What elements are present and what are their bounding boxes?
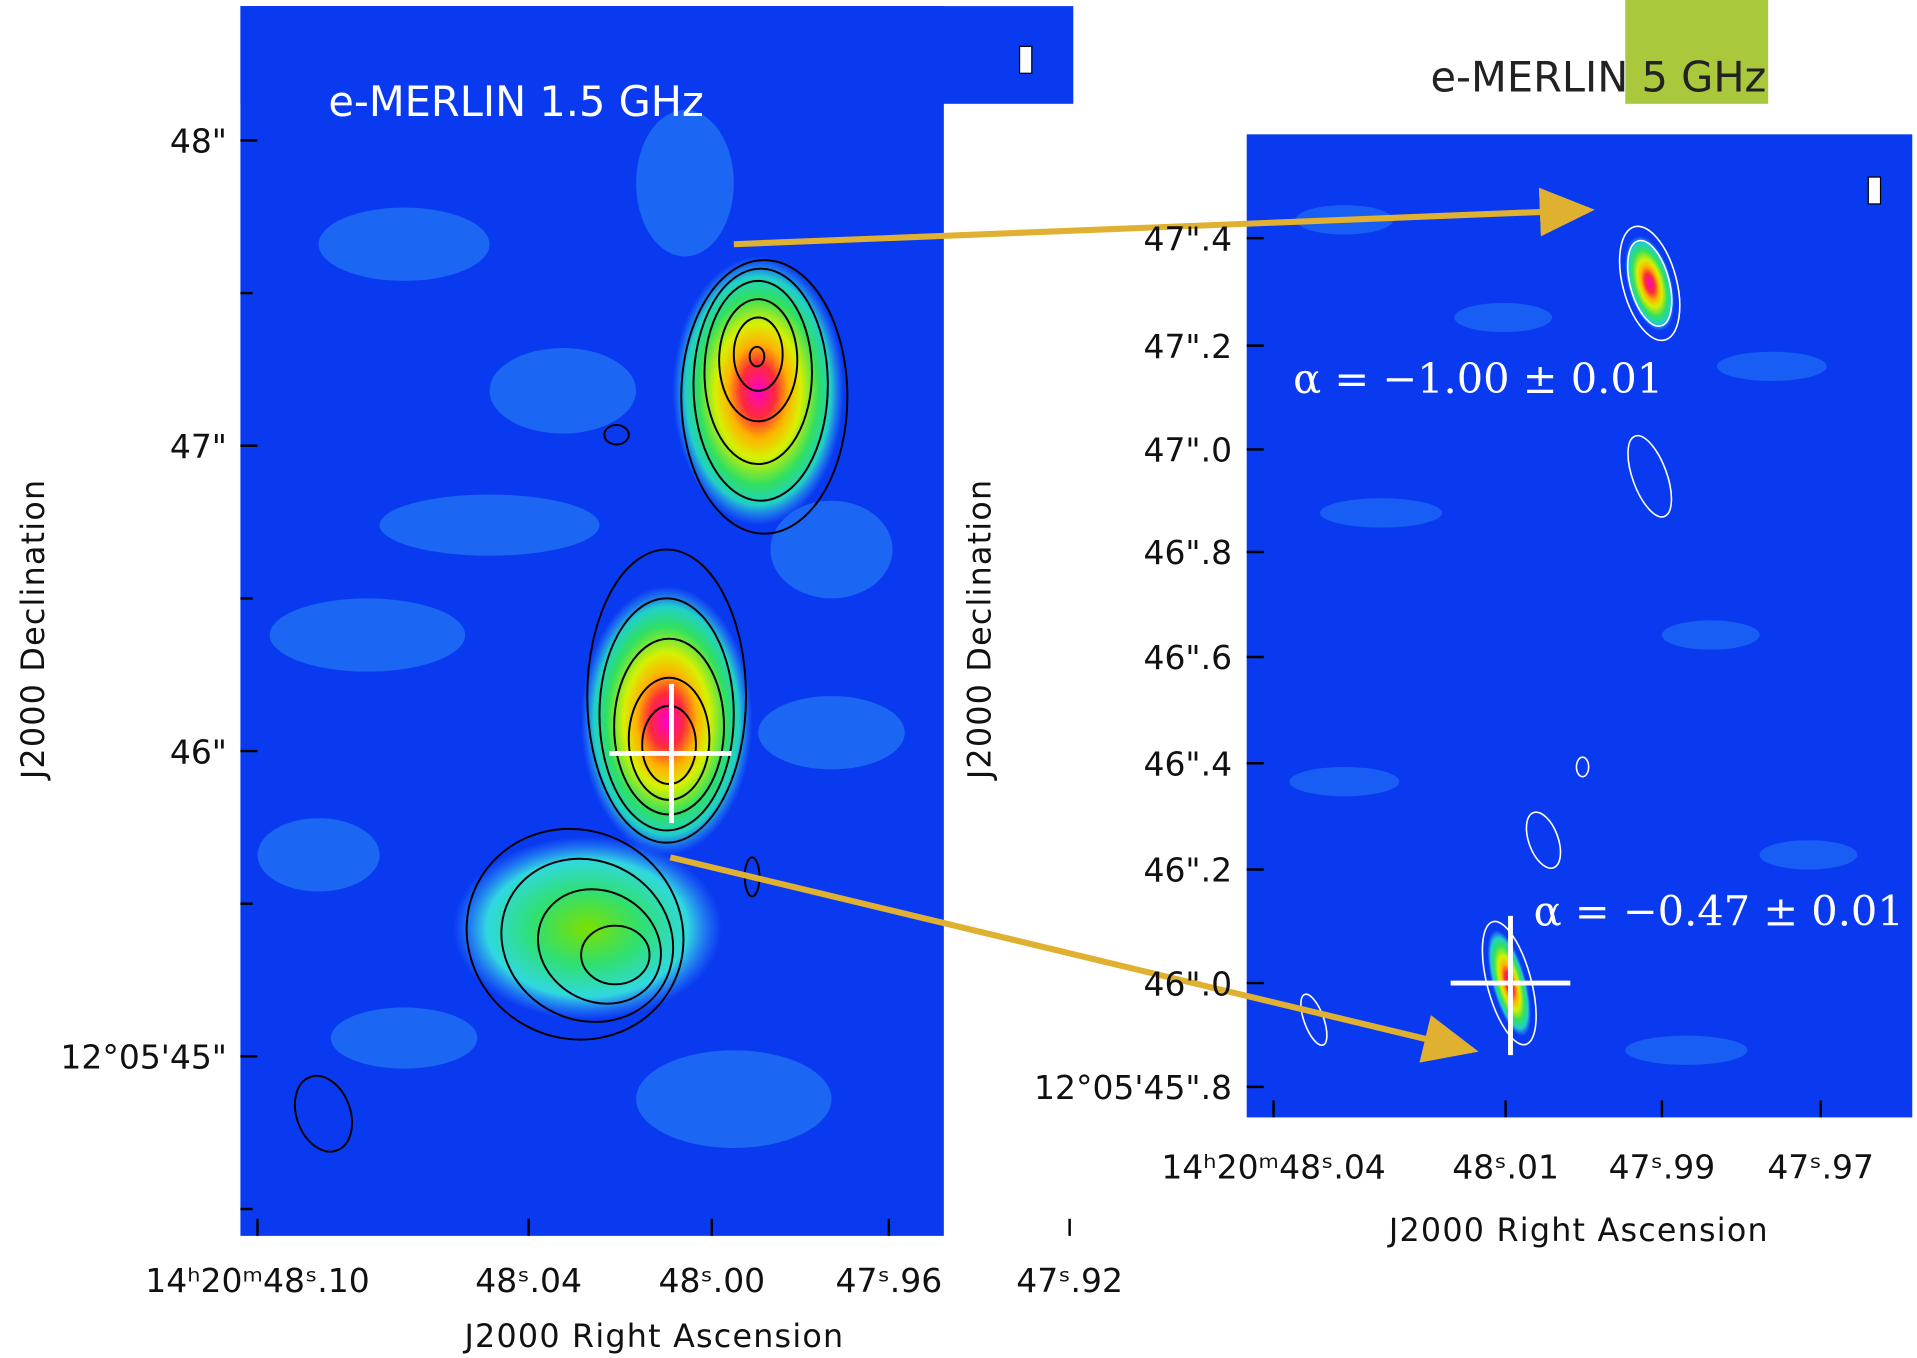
highlight [1625,0,1769,104]
x-tick-label: 47ˢ.96 [836,1261,943,1300]
annotation: α = −0.47 ± 0.01 [1534,887,1904,936]
x-tick-label: 14ʰ20ᵐ48ˢ.04 [1161,1147,1385,1186]
source [452,836,722,1020]
y-tick-label: 12°05'45".8 [1034,1068,1232,1107]
y-axis-label: J2000 Declination [962,479,998,782]
y-axis-label: J2000 Declination [16,479,52,782]
stokes-box [1867,176,1882,205]
y-tick-label: 46".0 [1143,964,1232,1003]
arrows [669,187,1595,1063]
x-axis-label: J2000 Right Ascension [1387,1213,1769,1249]
image-bg [1246,134,1913,1118]
x-tick-label: 48ˢ.01 [1452,1147,1559,1186]
y-tick-label: 47".4 [1143,219,1232,258]
x-tick-label: 14ʰ20ᵐ48ˢ.10 [145,1261,369,1300]
y-tick-label: 47".2 [1143,327,1232,366]
y-tick-label: 46".8 [1143,533,1232,572]
ticks: 48" 47" 46" 12°05'45" 14ʰ20ᵐ48ˢ.10 48ˢ.04 48ˢ.… [60,122,1874,1300]
y-tick-label: 46".2 [1143,851,1232,890]
cross [609,683,732,824]
x-tick-label: 47ˢ.99 [1609,1147,1716,1186]
x-tick-label: 47ˢ.97 [1767,1147,1874,1186]
annotation: α = −1.00 ± 0.01 [1293,354,1663,403]
noise [257,109,905,1148]
x-tick-label: 47ˢ.92 [1016,1261,1123,1300]
y-tick-label: 12°05'45" [60,1038,227,1077]
y-tick-label: 46".6 [1143,638,1232,677]
panel-title: e-MERLIN 1.5 GHz [328,77,703,126]
y-tick-label: 46".4 [1143,744,1232,783]
panel-title: e-MERLIN 5 GHz [1430,53,1766,102]
cross [1450,915,1571,1056]
noise [1289,205,1858,1065]
contours [1300,225,1681,1046]
x-tick-label: 48ˢ.00 [658,1261,765,1300]
x-tick-label: 48ˢ.04 [475,1261,582,1300]
stokes-box [1018,45,1033,74]
y-tick-label: 48" [170,122,227,161]
x-axis-label: J2000 Right Ascension [462,1319,844,1355]
y-tick-label: 47".0 [1143,431,1232,470]
y-tick-label: 46" [170,732,227,771]
y-tick-label: 47" [170,427,227,466]
